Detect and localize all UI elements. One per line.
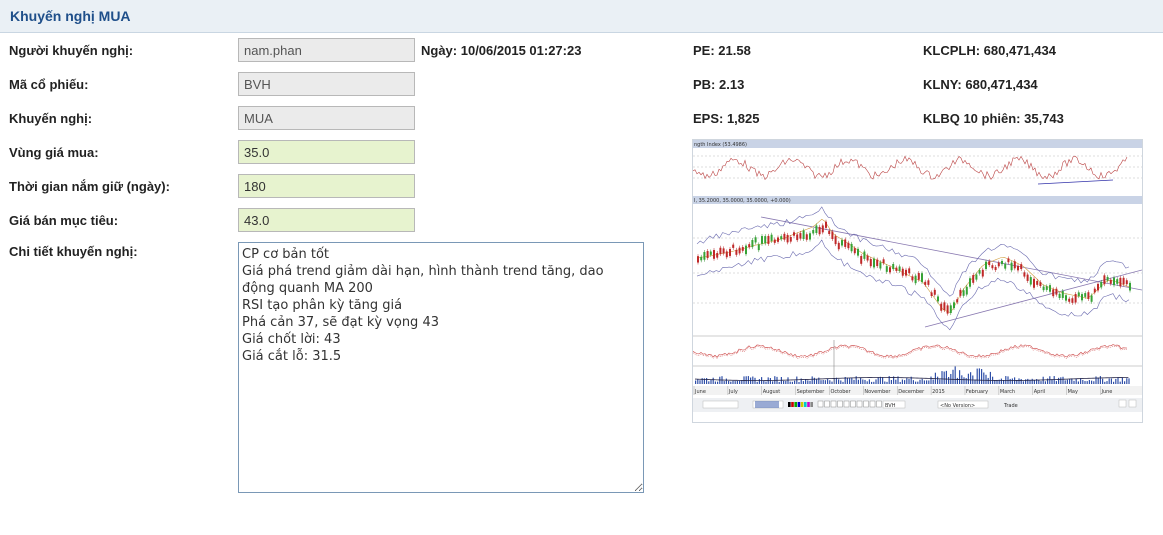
month-tick-label: July: [728, 389, 738, 395]
month-tick-label: November: [864, 389, 891, 395]
buy-range-field[interactable]: [238, 140, 415, 164]
month-tick-label: 2015: [932, 389, 945, 395]
klny-text: KLNY: 680,471,434: [923, 77, 1038, 92]
stock-code-field[interactable]: [238, 72, 415, 96]
recommendation-field[interactable]: [238, 106, 415, 130]
hold-days-label: Thời gian nắm giữ (ngày):: [9, 179, 170, 194]
recommendation-label: Khuyến nghị:: [9, 111, 93, 126]
pe-text: PE: 21.58: [693, 43, 751, 58]
detail-textarea[interactable]: CP cơ bản tốt Giá phá trend giảm dài hạn…: [238, 242, 644, 493]
month-tick-label: June: [694, 389, 706, 395]
klcplh-text: KLCPLH: 680,471,434: [923, 43, 1056, 58]
target-price-field[interactable]: [238, 208, 415, 232]
rsi-panel-label: ngth Index (53.4986): [694, 142, 747, 148]
month-tick-label: June: [1100, 389, 1112, 395]
month-tick-label: December: [898, 389, 925, 395]
month-tick-label: October: [830, 389, 851, 395]
recommender-label: Người khuyến nghị:: [9, 43, 134, 58]
detail-label: Chi tiết khuyến nghị:: [9, 244, 138, 259]
month-tick-label: August: [763, 389, 781, 395]
month-tick-label: May: [1068, 389, 1078, 395]
recommender-field[interactable]: [238, 38, 415, 62]
price-panel-label: I, 35.2000, 35.0000, 35.0000, +0.000): [694, 198, 791, 204]
hold-days-field[interactable]: [238, 174, 415, 198]
toolbar-trade: Trade: [1003, 403, 1018, 409]
pb-text: PB: 2.13: [693, 77, 745, 92]
toolbar-version: <No Version>: [940, 403, 975, 409]
month-tick-label: September: [797, 389, 826, 395]
page-header: Khuyến nghị MUA: [0, 0, 1163, 33]
page-title: Khuyến nghị MUA: [10, 8, 131, 24]
toolbar-symbol: BVH: [885, 403, 896, 409]
stock-label: Mã cổ phiếu:: [9, 77, 89, 92]
month-tick-label: February: [966, 389, 988, 395]
eps-text: EPS: 1,825: [693, 111, 760, 126]
target-price-label: Giá bán mục tiêu:: [9, 213, 119, 228]
buy-range-label: Vùng giá mua:: [9, 145, 99, 160]
klbq-text: KLBQ 10 phiên: 35,743: [923, 111, 1064, 126]
month-tick-label: April: [1034, 389, 1045, 395]
date-text: Ngày: 10/06/2015 01:27:23: [421, 43, 582, 58]
month-tick-label: March: [1000, 389, 1015, 395]
technical-chart-image: ngth Index (53.4986) I, 35.2000, 35.0000…: [692, 139, 1143, 423]
